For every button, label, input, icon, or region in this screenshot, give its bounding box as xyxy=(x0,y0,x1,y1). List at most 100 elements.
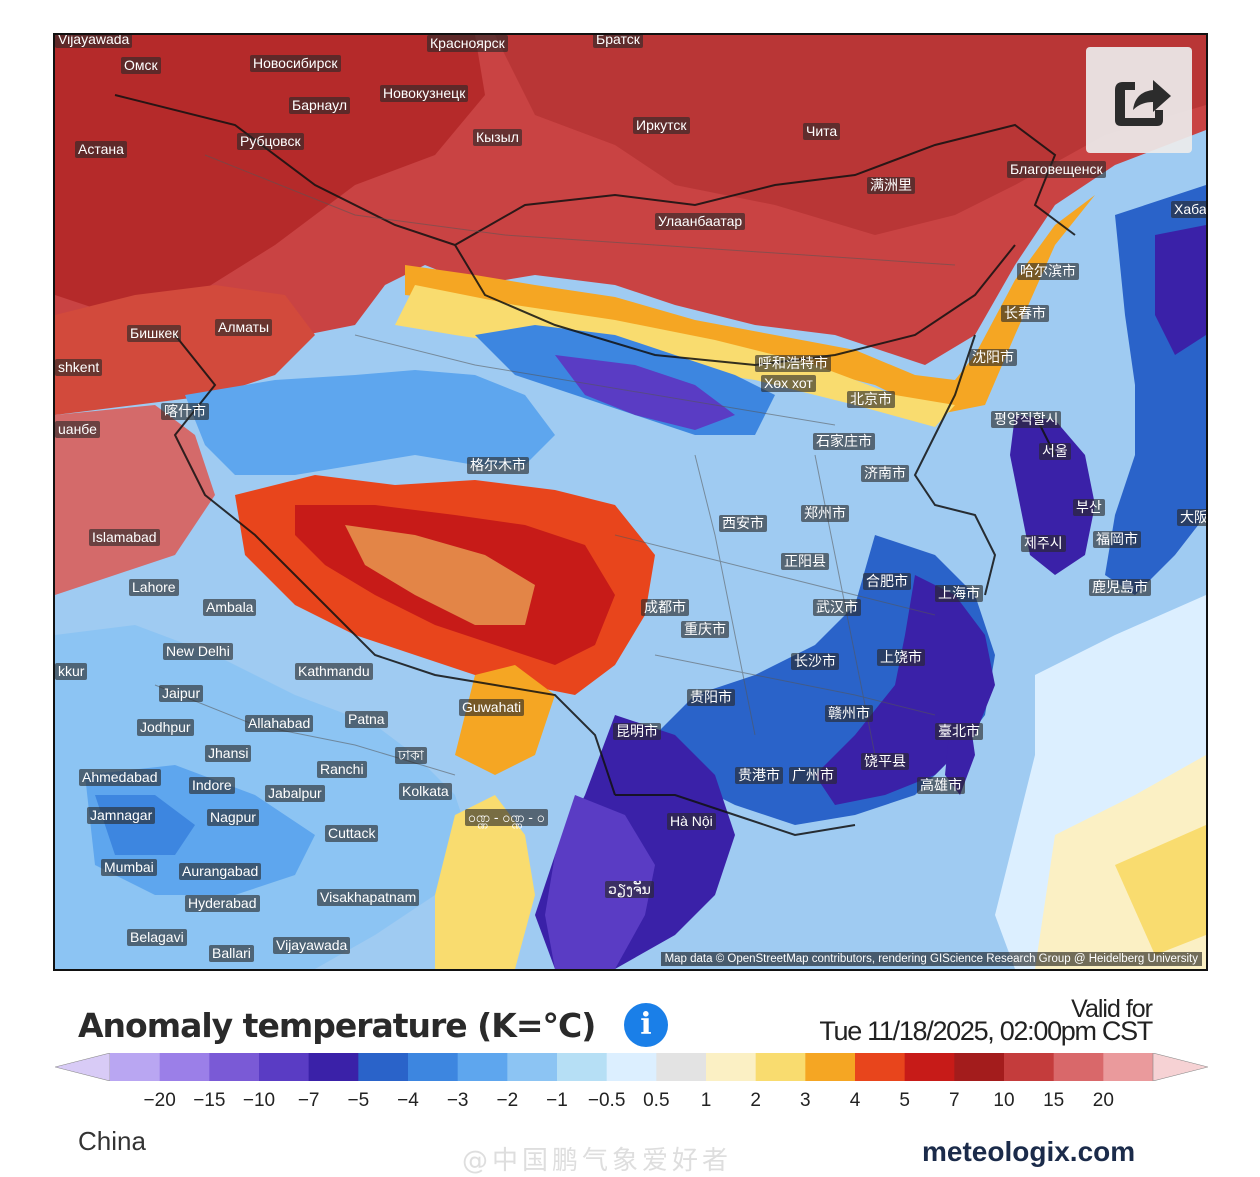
city-label: Братск xyxy=(593,35,643,48)
city-label: Guwahati xyxy=(459,699,525,716)
city-label: Islamabad xyxy=(89,529,160,546)
scale-tick-label: −4 xyxy=(397,1090,419,1111)
city-label: Рубцовск xyxy=(237,133,304,150)
watermark: @中国鹏气象爱好者 xyxy=(462,1146,733,1176)
city-label: kkur xyxy=(55,663,88,680)
scale-tick-label: 5 xyxy=(899,1090,910,1111)
scale-swatch xyxy=(805,1053,856,1081)
scale-tick-label: 10 xyxy=(993,1090,1015,1111)
city-label: 广州市 xyxy=(789,767,837,784)
city-label: Mumbai xyxy=(101,859,157,876)
city-label: uанбе xyxy=(55,421,100,438)
city-label: Иркутск xyxy=(633,117,690,134)
share-button[interactable] xyxy=(1086,47,1192,153)
city-label: Алматы xyxy=(215,319,273,336)
scale-tick-label: 3 xyxy=(800,1090,811,1111)
region-label: China xyxy=(78,1126,146,1156)
city-label: Ahmedabad xyxy=(79,769,161,786)
scale-swatch xyxy=(408,1053,459,1081)
city-label: Новосибирск xyxy=(250,55,341,72)
scale-swatch xyxy=(457,1053,508,1081)
color-scale-bar xyxy=(55,1053,1208,1081)
city-label: 제주시 xyxy=(1021,535,1066,552)
city-label: Jamnagar xyxy=(87,807,156,824)
city-label: Kathmandu xyxy=(295,663,373,680)
scale-tick-label: 1 xyxy=(700,1090,712,1111)
scale-tick-label: −10 xyxy=(242,1090,276,1111)
city-label: 饶平县 xyxy=(861,753,909,770)
valid-time-block: Valid for Tue 11/18/2025, 02:00pm CST xyxy=(819,995,1153,1046)
city-label: 郑州市 xyxy=(801,505,849,522)
city-label: Барнаул xyxy=(289,97,350,114)
color-scale-ticks: −20 −15 −10 −7 −5 −4 −3 −2 −1 −0.5 0.5 1 2 3 4 5 7 10 15 20 xyxy=(0,1090,1260,1114)
city-label: 西安市 xyxy=(719,515,767,532)
city-label: Кызыл xyxy=(473,129,522,146)
city-label: 成都市 xyxy=(641,599,689,616)
map-attribution: Map data © OpenStreetMap contributors, r… xyxy=(660,952,1202,966)
share-icon xyxy=(1115,80,1171,126)
scale-swatch xyxy=(855,1053,906,1081)
scale-tick-label: −2 xyxy=(496,1090,519,1111)
city-label: Vijayawada xyxy=(273,937,351,954)
scale-tick-label: 20 xyxy=(1092,1090,1114,1111)
city-label: 부산 xyxy=(1073,499,1105,516)
scale-tick-label: −0.5 xyxy=(587,1090,626,1111)
scale-swatch xyxy=(259,1053,310,1081)
city-label: Allahabad xyxy=(245,715,314,732)
city-label: 沈阳市 xyxy=(969,349,1017,366)
valid-time: Tue 11/18/2025, 02:00pm CST xyxy=(819,1016,1153,1046)
city-label: 呼和浩特市 xyxy=(755,355,831,372)
scale-tick-label: 15 xyxy=(1043,1090,1065,1111)
scale-swatch xyxy=(507,1053,558,1081)
city-label: Jodhpur xyxy=(137,719,194,736)
city-label: Ranchi xyxy=(317,761,367,778)
city-label: Nagpur xyxy=(207,809,259,826)
city-label: 上饶市 xyxy=(877,649,925,666)
scale-swatch xyxy=(755,1053,806,1081)
scale-cap-right xyxy=(1152,1053,1208,1081)
scale-tick-label: −5 xyxy=(347,1090,370,1111)
city-label: 贵港市 xyxy=(735,767,783,784)
city-label: Благовещенск xyxy=(1007,161,1106,178)
scale-swatch xyxy=(1103,1053,1154,1081)
city-label: Хөх хот xyxy=(761,375,816,392)
scale-tick-label: 0.5 xyxy=(643,1090,670,1111)
city-label: 正阳县 xyxy=(781,553,829,570)
city-label: 평양직할시 xyxy=(991,411,1062,428)
city-label: Улаанбаатар xyxy=(655,213,746,230)
city-label: Омск xyxy=(121,57,161,74)
scale-swatch xyxy=(209,1053,260,1081)
city-label: 鹿児島市 xyxy=(1089,579,1151,596)
city-label: 武汉市 xyxy=(813,599,861,616)
valid-for-label: Valid for xyxy=(1071,995,1153,1023)
city-label: Hà Nội xyxy=(667,813,716,830)
city-label: 福岡市 xyxy=(1093,531,1141,548)
city-label: 贵阳市 xyxy=(687,689,735,706)
city-label: Kolkata xyxy=(399,783,452,800)
city-label: 满洲里 xyxy=(867,177,915,194)
scale-tick-label: 2 xyxy=(750,1090,761,1111)
scale-swatch xyxy=(1053,1053,1104,1081)
city-label: 서울 xyxy=(1039,443,1071,460)
city-label: 合肥市 xyxy=(863,573,911,590)
city-label: Jabalpur xyxy=(265,785,325,802)
scale-tick-label: −15 xyxy=(193,1090,226,1111)
city-label: ວຽງຈັນ xyxy=(605,881,654,898)
city-label: Patna xyxy=(345,711,388,728)
scale-swatch xyxy=(159,1053,210,1081)
city-label: 高雄市 xyxy=(917,777,965,794)
map-panel[interactable]: Vijayawada Омск Новосибирск Красноярск Б… xyxy=(53,33,1208,971)
city-label: Belagavi xyxy=(127,929,187,946)
scale-tick-label: −3 xyxy=(446,1090,469,1111)
city-label: Jaipur xyxy=(159,685,204,702)
city-label: 重庆市 xyxy=(681,621,729,638)
scale-swatch xyxy=(606,1053,657,1081)
city-label: 上海市 xyxy=(935,585,983,602)
city-label: New Delhi xyxy=(163,643,233,660)
scale-swatch xyxy=(110,1053,161,1081)
info-icon[interactable]: i xyxy=(624,1003,668,1047)
city-label: Красноярск xyxy=(427,35,508,52)
scale-swatch xyxy=(954,1053,1005,1081)
scale-swatch xyxy=(308,1053,359,1081)
city-label: 长春市 xyxy=(1001,305,1049,322)
